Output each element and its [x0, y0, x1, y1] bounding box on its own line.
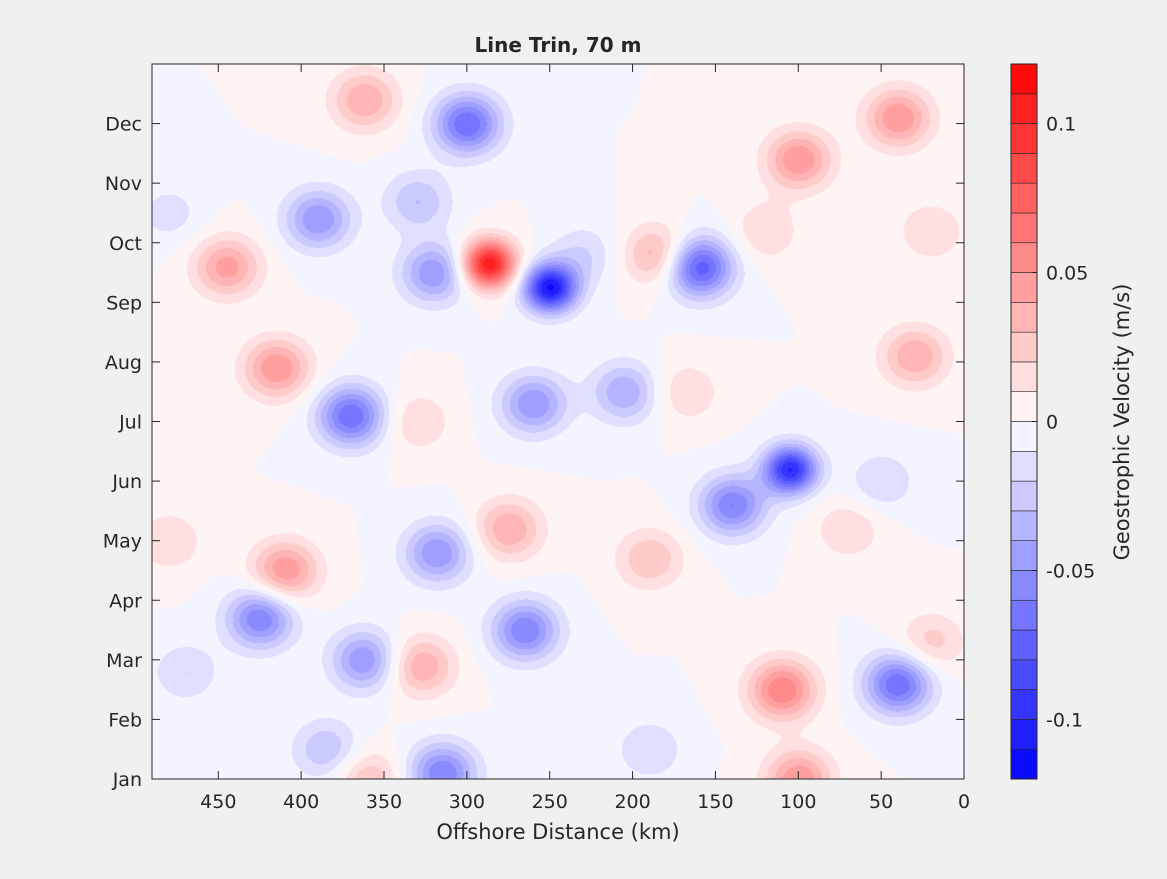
colorbar-tick-label: 0 — [1046, 412, 1058, 434]
x-tick-label: 100 — [780, 791, 816, 813]
colorbar-level — [1010, 93, 1038, 124]
colorbar-level — [1010, 480, 1038, 512]
colorbar-level — [1010, 361, 1038, 393]
colorbar-level — [1010, 450, 1038, 482]
colorbar-level — [1010, 331, 1038, 363]
velocity-contour-image — [152, 64, 964, 779]
x-tick-label: 50 — [869, 791, 893, 813]
colorbar-level — [1010, 153, 1038, 184]
colorbar-tick-label: 0.05 — [1046, 263, 1088, 285]
y-axis: Jan Feb Mar Apr May Jun Jul Aug Sep Oct Nov Dec — [103, 114, 964, 791]
colorbar-level — [1010, 242, 1038, 273]
colorbar-level — [1010, 748, 1038, 780]
x-axis: 450 400 350 300 250 200 150 100 50 0 — [200, 64, 970, 813]
colorbar-level — [1010, 659, 1038, 690]
colorbar-level — [1010, 391, 1038, 422]
colorbar-level — [1010, 302, 1038, 333]
colorbar-level — [1010, 182, 1038, 214]
y-tick-label: Apr — [109, 590, 142, 612]
contour-field — [152, 64, 964, 779]
x-tick-label: 0 — [958, 791, 970, 813]
y-tick-label: Jan — [112, 769, 142, 791]
colorbar: -0.1 -0.05 0 0.05 0.1 — [1010, 63, 1095, 780]
y-tick-label: Mar — [106, 650, 142, 672]
x-tick-label: 150 — [697, 791, 733, 813]
colorbar-label: Geostrophic Velocity (m/s) — [1110, 284, 1134, 561]
y-tick-label: Sep — [106, 292, 142, 314]
colorbar-level — [1010, 123, 1038, 154]
chart-title: Line Trin, 70 m — [475, 33, 642, 57]
colorbar-level — [1010, 570, 1038, 601]
x-tick-label: 250 — [532, 791, 568, 813]
colorbar-level — [1010, 272, 1038, 303]
colorbar-level — [1010, 510, 1038, 541]
colorbar-level — [1010, 421, 1038, 452]
y-tick-label: Aug — [105, 352, 142, 374]
colorbar-level — [1010, 540, 1038, 571]
colorbar-level — [1010, 719, 1038, 750]
x-tick-label: 450 — [200, 791, 236, 813]
y-tick-label: Jul — [118, 412, 142, 434]
x-tick-label: 350 — [366, 791, 402, 813]
colorbar-level — [1010, 63, 1038, 95]
colorbar-tick-label: -0.1 — [1046, 709, 1083, 731]
colorbar-tick-label: -0.05 — [1046, 560, 1095, 582]
y-tick-label: Dec — [105, 114, 142, 136]
y-tick-label: Jun — [111, 471, 142, 493]
x-tick-label: 200 — [614, 791, 650, 813]
colorbar-level — [1010, 212, 1038, 244]
x-tick-label: 400 — [283, 791, 319, 813]
y-tick-label: Oct — [109, 233, 142, 255]
y-tick-label: Feb — [108, 709, 142, 731]
colorbar-tick-label: 0.1 — [1046, 114, 1076, 136]
y-tick-label: May — [103, 531, 142, 553]
x-tick-label: 300 — [449, 791, 485, 813]
x-axis-label: Offshore Distance (km) — [436, 820, 679, 844]
y-tick-label: Nov — [105, 173, 142, 195]
colorbar-level — [1010, 599, 1038, 631]
colorbar-level — [1010, 629, 1038, 661]
colorbar-level — [1010, 689, 1038, 720]
